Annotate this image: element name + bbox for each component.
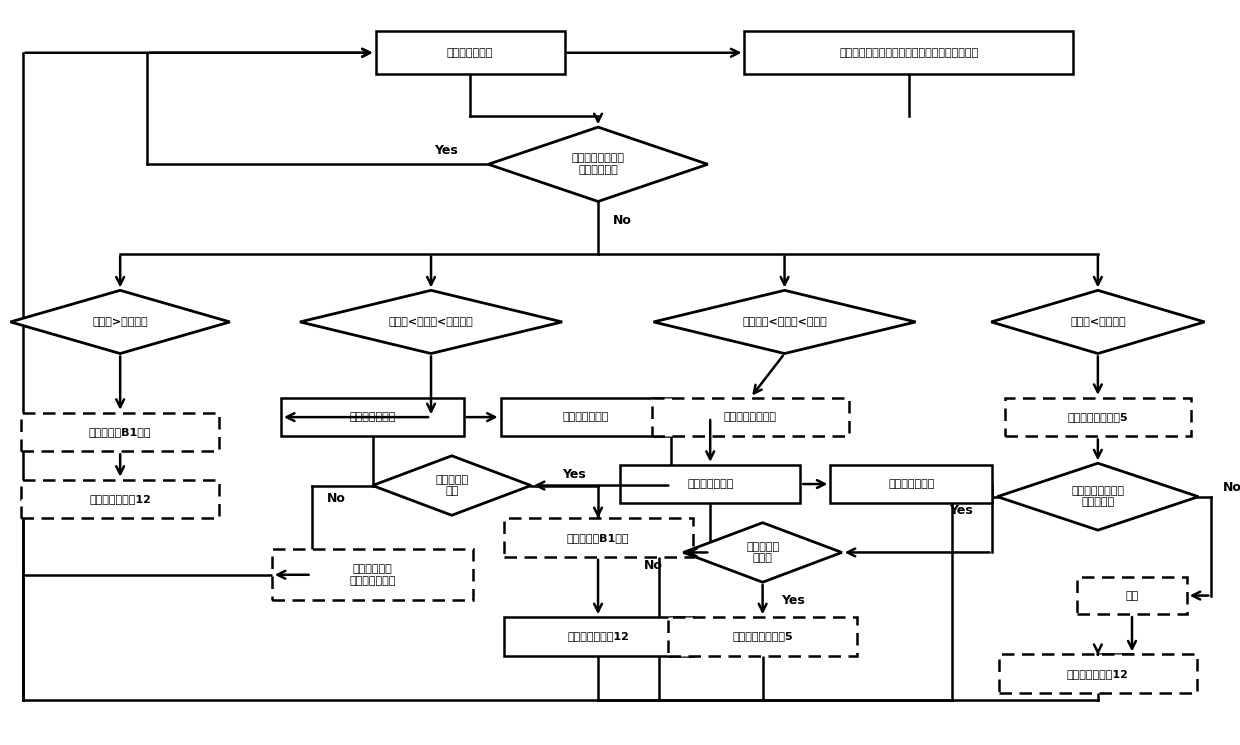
- Bar: [272, 550, 474, 600]
- Text: Yes: Yes: [949, 504, 972, 516]
- Text: No: No: [644, 559, 662, 572]
- Text: 启动激振驱动单元5: 启动激振驱动单元5: [1068, 412, 1128, 422]
- Text: 设置压力临界值: 设置压力临界值: [563, 412, 609, 422]
- Polygon shape: [372, 456, 531, 516]
- Text: 测量值<下报警值: 测量值<下报警值: [1070, 317, 1126, 327]
- Text: 长度测量值是否在
临界范围内？: 长度测量值是否在 临界范围内？: [572, 153, 625, 175]
- Polygon shape: [991, 291, 1204, 354]
- Text: 扭矩超过临
界值？: 扭矩超过临 界值？: [746, 542, 779, 563]
- Text: No: No: [326, 492, 346, 505]
- Bar: [668, 617, 857, 656]
- Text: Yes: Yes: [562, 468, 585, 481]
- Text: 测量值>上报警值: 测量值>上报警值: [92, 317, 148, 327]
- Bar: [21, 480, 219, 519]
- Text: 停机: 停机: [1126, 591, 1138, 600]
- Text: 设置长度上阈值、下阈值和上报警值、下报警值: 设置长度上阈值、下阈值和上报警值、下报警值: [839, 48, 978, 58]
- Bar: [652, 398, 849, 437]
- Text: 长度测量值是否大
于下报警值: 长度测量值是否大 于下报警值: [1071, 486, 1125, 507]
- Text: 设置扭矩临界值: 设置扭矩临界值: [888, 479, 935, 489]
- Text: 松开或关闭制动器: 松开或关闭制动器: [724, 412, 777, 422]
- Bar: [503, 519, 692, 557]
- Text: Yes: Yes: [434, 145, 458, 157]
- Text: 压力达到临
界？: 压力达到临 界？: [435, 475, 469, 496]
- Polygon shape: [683, 523, 842, 582]
- Text: No: No: [613, 214, 632, 226]
- Text: 钻杆输出轴B1停机: 钻杆输出轴B1停机: [567, 533, 629, 542]
- Text: No: No: [1223, 481, 1240, 494]
- Bar: [620, 465, 800, 504]
- Text: 钻杆输出轴B1停机: 钻杆输出轴B1停机: [89, 427, 151, 437]
- Bar: [503, 617, 692, 656]
- Polygon shape: [997, 463, 1198, 530]
- Bar: [281, 398, 464, 437]
- Bar: [1078, 577, 1187, 614]
- Text: 下报警值<测量值<下阈值: 下报警值<测量值<下阈值: [743, 317, 827, 327]
- Text: 缩短可调节油缸12: 缩短可调节油缸12: [567, 632, 629, 641]
- Text: 压力传感器测量: 压力传感器测量: [350, 412, 396, 422]
- Polygon shape: [489, 127, 708, 201]
- Polygon shape: [10, 291, 229, 354]
- Polygon shape: [300, 291, 562, 354]
- Text: Yes: Yes: [781, 595, 805, 607]
- Text: 长度传感器测量: 长度传感器测量: [446, 48, 494, 58]
- Polygon shape: [653, 291, 915, 354]
- Text: 启动激振驱动单元5: 启动激振驱动单元5: [733, 632, 792, 641]
- Bar: [21, 413, 219, 451]
- Text: 上阈值<测量值<上报警值: 上阈值<测量值<上报警值: [388, 317, 474, 327]
- Text: 缩短可调节油缸12: 缩短可调节油缸12: [89, 494, 151, 504]
- Text: 扭矩传感器测量: 扭矩传感器测量: [687, 479, 733, 489]
- Text: 伸长可调节油缸12: 伸长可调节油缸12: [1066, 669, 1128, 679]
- Bar: [1006, 398, 1190, 437]
- Bar: [999, 654, 1197, 693]
- Bar: [376, 31, 564, 74]
- Bar: [744, 31, 1074, 74]
- Text: 启动制动器或
增加制动器压力: 启动制动器或 增加制动器压力: [350, 564, 396, 586]
- Bar: [831, 465, 992, 504]
- Bar: [501, 398, 671, 437]
